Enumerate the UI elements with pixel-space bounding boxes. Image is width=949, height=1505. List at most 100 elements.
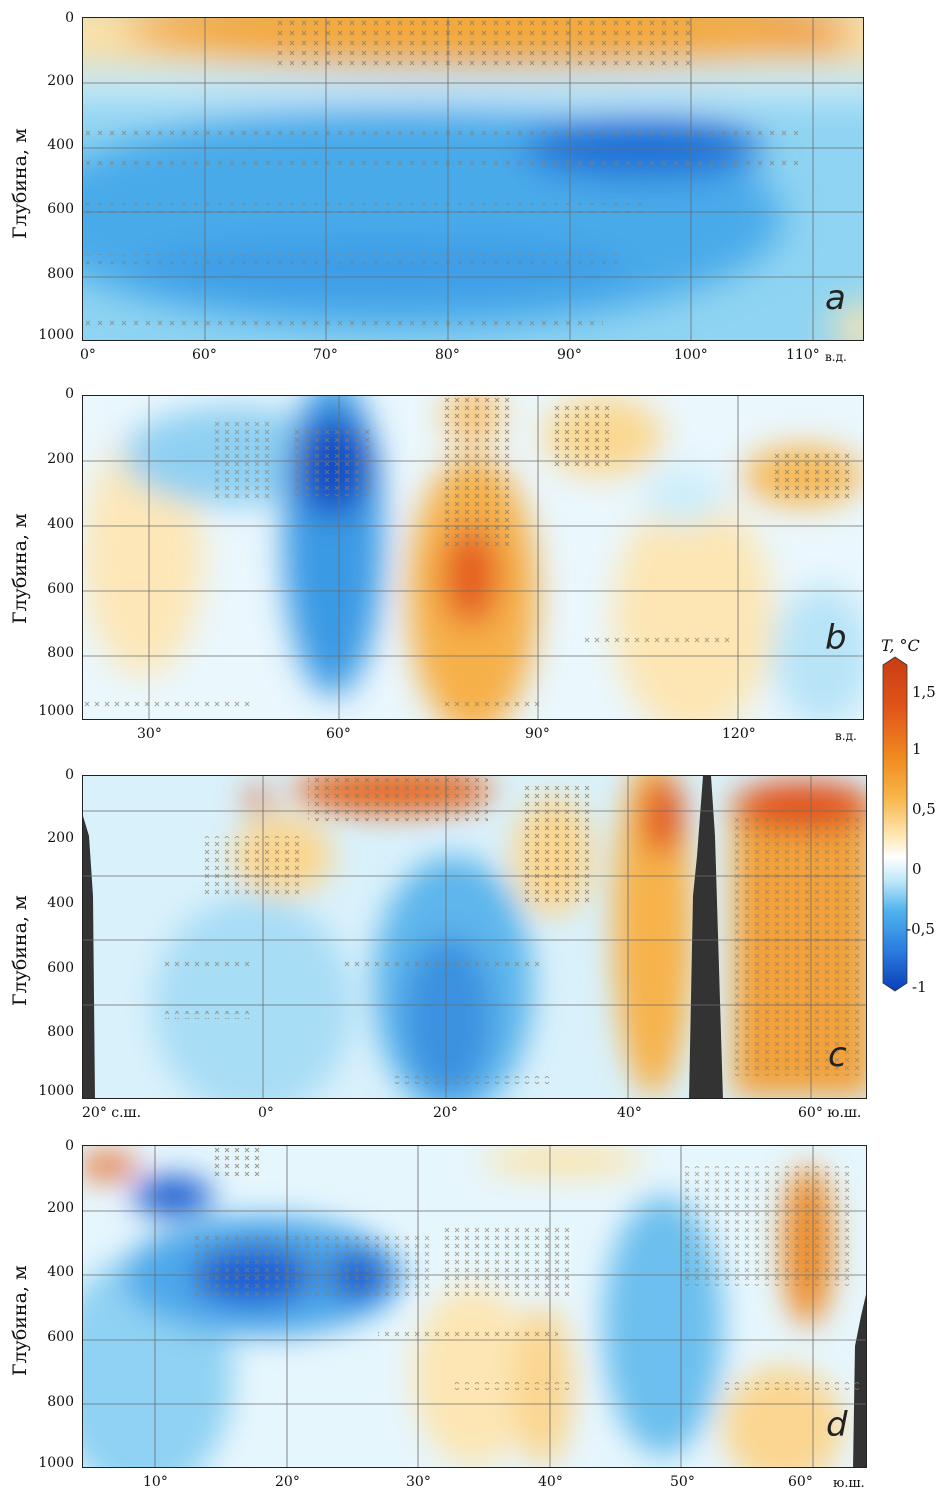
heatmap-c	[83, 776, 866, 1098]
colorbar-tick: 1,5	[912, 683, 936, 701]
grid	[83, 396, 863, 719]
surface-band	[83, 78, 863, 96]
y-tick: 800	[47, 1394, 74, 1410]
y-tick: 0	[65, 1138, 74, 1154]
y-tick: 600	[47, 201, 74, 217]
y-tick: 600	[47, 581, 74, 597]
significance-marks	[453, 1382, 573, 1390]
heatmap-b	[83, 396, 863, 719]
x-unit: в.д.	[825, 350, 847, 364]
significance-marks	[308, 776, 488, 821]
y-tick: 200	[47, 830, 74, 846]
y-tick: 1000	[38, 1083, 74, 1099]
warm-core	[246, 789, 270, 813]
y-tick: 0	[65, 10, 74, 26]
x-tick: 40°	[538, 1474, 563, 1490]
x-tick: 40°	[617, 1105, 642, 1121]
x-unit: ю.ш.	[833, 1476, 865, 1491]
y-tick: 200	[47, 451, 74, 467]
significance-marks	[443, 396, 513, 546]
y-tick: 400	[47, 137, 74, 153]
warm-core	[613, 496, 773, 719]
x-tick: 20° с.ш.	[82, 1105, 142, 1121]
land-mask	[853, 1294, 866, 1467]
land-mask	[689, 776, 723, 1098]
y-tick: 600	[47, 960, 74, 976]
x-tick: 30°	[137, 726, 162, 742]
significance-marks	[443, 1226, 573, 1296]
x-tick: 90°	[525, 726, 550, 742]
significance-marks	[683, 1166, 853, 1286]
y-tick: 200	[47, 1200, 74, 1216]
significance-marks	[723, 1382, 863, 1390]
significance-marks	[83, 701, 253, 709]
x-tick: 120°	[722, 726, 756, 742]
x-tick: 80°	[435, 347, 460, 363]
significance-marks	[193, 1236, 433, 1296]
x-tick: 110°	[786, 347, 820, 363]
grid	[83, 776, 866, 1098]
significance-marks	[163, 1011, 253, 1019]
x-tick: 60°	[788, 1474, 813, 1490]
land-mask	[83, 816, 95, 1098]
y-tick: 1000	[38, 327, 74, 343]
colorbar-title: T, °C	[881, 636, 920, 655]
grid	[83, 1146, 866, 1467]
y-axis-label: Глубина, м	[9, 895, 31, 1006]
significance-marks	[523, 786, 593, 906]
heatmap-d	[83, 1146, 866, 1467]
x-tick: 0°	[258, 1105, 274, 1121]
colorbar-tick: 1	[912, 740, 922, 758]
colorbar-tick: -0,5	[906, 920, 935, 938]
significance-marks	[378, 1331, 558, 1339]
warm-core	[643, 776, 683, 856]
cold-core	[643, 466, 723, 526]
x-tick: 70°	[313, 347, 338, 363]
y-tick: 0	[65, 386, 74, 402]
significance-marks	[83, 318, 603, 328]
y-tick: 400	[47, 895, 74, 911]
colorbar-tick: 0,5	[912, 800, 936, 818]
cold-core	[403, 936, 493, 1096]
warm-core	[83, 1154, 138, 1178]
y-tick: 1000	[38, 703, 74, 719]
x-tick: 60°	[326, 726, 351, 742]
colorbar-scale	[882, 656, 908, 992]
x-tick: 10°	[143, 1474, 168, 1490]
significance-marks	[83, 128, 803, 140]
significance-marks	[83, 254, 623, 264]
y-axis-label: Глубина, м	[9, 1265, 31, 1376]
grid	[83, 18, 863, 340]
warm-core	[443, 526, 499, 626]
y-tick: 800	[47, 645, 74, 661]
cold-core	[773, 586, 863, 719]
cold-core	[133, 1176, 213, 1216]
y-tick: 400	[47, 516, 74, 532]
colorbar-tick: -1	[912, 978, 927, 996]
x-tick: 20°	[275, 1474, 300, 1490]
plot-area	[82, 395, 864, 720]
plot-area	[82, 17, 864, 341]
significance-marks	[393, 1076, 553, 1084]
significance-marks	[583, 636, 733, 644]
significance-marks	[443, 701, 543, 709]
warm-core	[613, 776, 693, 1096]
significance-marks	[553, 406, 613, 466]
x-tick: 0°	[80, 347, 96, 363]
x-tick: 30°	[406, 1474, 431, 1490]
panel-letter-b: b	[825, 618, 847, 658]
y-tick: 400	[47, 1264, 74, 1280]
y-tick: 1000	[38, 1455, 74, 1471]
y-tick: 600	[47, 1329, 74, 1345]
edge-warm	[833, 303, 863, 340]
significance-marks	[83, 203, 643, 213]
y-tick: 0	[65, 767, 74, 783]
x-tick: 60° ю.ш.	[798, 1105, 862, 1121]
warm-core	[753, 18, 853, 53]
cold-core	[133, 238, 633, 298]
x-tick: 60°	[192, 347, 217, 363]
significance-marks	[163, 961, 253, 969]
panel-letter-a: a	[825, 278, 846, 318]
panel-letter-d: d	[826, 1405, 848, 1445]
significance-marks	[773, 451, 853, 501]
